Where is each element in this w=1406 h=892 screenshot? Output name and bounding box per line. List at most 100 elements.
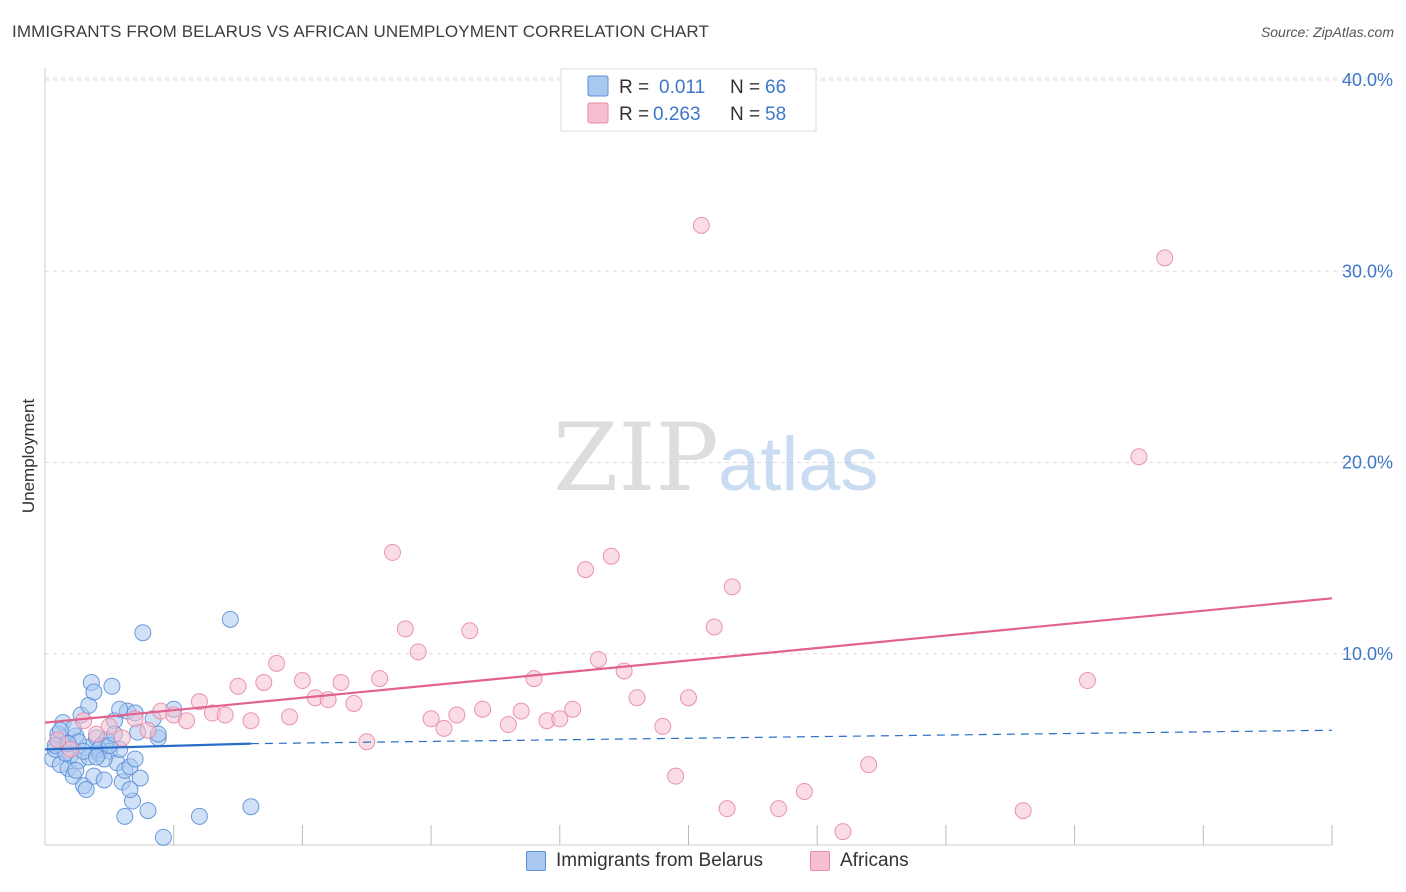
- source-label: Source: ZipAtlas.com: [1260, 24, 1394, 40]
- data-point-blue: [87, 748, 105, 766]
- data-point-blue: [95, 771, 113, 789]
- data-point-blue: [126, 750, 144, 768]
- data-point-pink: [795, 782, 813, 800]
- bottom-legend-item-africans: Africans: [810, 850, 909, 872]
- tick-layer: 10.0%20.0%30.0%40.0%0.0%50.0%: [173, 70, 1393, 845]
- legend-r-label-africans: R =: [619, 104, 649, 125]
- data-point-pink: [589, 650, 607, 668]
- data-point-pink: [345, 694, 363, 712]
- bottom-legend-label-belarus: Immigrants from Belarus: [556, 850, 763, 871]
- trend-line-blue: [44, 742, 251, 751]
- data-point-pink: [75, 712, 93, 730]
- data-point-pink: [461, 622, 479, 640]
- bottom-legend-item-belarus: Immigrants from Belarus: [526, 850, 763, 872]
- series-layer: [44, 216, 1174, 846]
- data-point-pink: [628, 689, 646, 707]
- data-point-pink: [654, 717, 672, 735]
- trend-line-pink: [44, 597, 1333, 724]
- legend-n-label-belarus: N =: [730, 77, 760, 98]
- data-point-pink: [1014, 802, 1032, 820]
- data-point-pink: [49, 731, 67, 749]
- data-point-pink: [692, 216, 710, 234]
- data-point-blue: [139, 802, 157, 820]
- data-point-pink: [371, 670, 389, 688]
- data-point-pink: [448, 706, 466, 724]
- data-point-pink: [512, 702, 530, 720]
- data-point-pink: [1130, 448, 1148, 466]
- legend-r-value-belarus: 0.011: [659, 77, 705, 98]
- data-point-pink: [474, 700, 492, 718]
- series-pink: [49, 216, 1174, 841]
- data-point-pink: [705, 618, 723, 636]
- data-point-pink: [190, 693, 208, 711]
- data-point-pink: [860, 756, 878, 774]
- data-point-blue: [154, 828, 172, 846]
- data-point-blue: [67, 761, 85, 779]
- y-axis-label: Unemployment: [19, 399, 38, 514]
- data-point-blue: [242, 798, 260, 816]
- data-point-pink: [178, 712, 196, 730]
- data-point-pink: [87, 725, 105, 743]
- y-tick-label: 10.0%: [1342, 644, 1393, 664]
- data-point-pink: [268, 654, 286, 672]
- data-point-pink: [723, 578, 741, 596]
- data-point-blue: [121, 781, 139, 799]
- data-point-pink: [834, 823, 852, 841]
- data-point-pink: [680, 689, 697, 707]
- legend-r-value-africans: 0.263: [653, 104, 701, 125]
- data-point-blue: [103, 677, 121, 695]
- data-point-pink: [1156, 249, 1174, 267]
- y-tick-label: 40.0%: [1342, 70, 1393, 90]
- legend-n-value-africans: 58: [765, 104, 786, 125]
- data-point-pink: [551, 710, 569, 728]
- legend-swatch-africans: [587, 102, 609, 124]
- legend-n-value-belarus: 66: [765, 77, 786, 98]
- data-point-pink: [1078, 672, 1096, 690]
- trend-layer: [44, 597, 1333, 751]
- data-point-pink: [564, 700, 582, 718]
- chart-title: IMMIGRANTS FROM BELARUS VS AFRICAN UNEMP…: [12, 22, 709, 41]
- data-point-pink: [229, 677, 247, 695]
- bottom-legend-swatch-belarus: [526, 851, 546, 871]
- data-point-pink: [293, 672, 311, 690]
- data-point-pink: [139, 721, 157, 739]
- data-point-blue: [116, 807, 134, 825]
- data-point-pink: [602, 547, 620, 565]
- data-point-blue: [221, 610, 239, 628]
- data-point-pink: [577, 561, 595, 579]
- data-point-pink: [435, 719, 453, 737]
- y-tick-label: 30.0%: [1342, 261, 1393, 281]
- data-point-pink: [216, 706, 234, 724]
- watermark-atlas: atlas: [718, 422, 879, 507]
- legend-r-label-belarus: R =: [619, 77, 649, 98]
- data-point-pink: [525, 670, 543, 688]
- data-point-blue: [190, 807, 208, 825]
- data-point-pink: [113, 729, 131, 747]
- data-point-pink: [281, 708, 299, 726]
- legend-box: R = 0.011 N = 66 R = 0.263 N = 58: [560, 68, 817, 132]
- data-point-blue: [85, 683, 103, 701]
- data-point-pink: [383, 543, 401, 561]
- data-point-blue: [134, 624, 152, 642]
- data-point-blue: [131, 769, 149, 787]
- data-point-pink: [667, 767, 685, 785]
- data-point-pink: [422, 710, 440, 728]
- bottom-legend-swatch-africans: [810, 851, 830, 871]
- bottom-legend-label-africans: Africans: [840, 850, 909, 871]
- legend-swatch-belarus: [587, 75, 609, 97]
- data-point-pink: [100, 717, 118, 735]
- trend-line-dashed-blue: [250, 729, 1333, 745]
- data-point-pink: [409, 643, 427, 661]
- data-point-pink: [499, 716, 517, 734]
- data-point-pink: [242, 712, 260, 730]
- legend-n-label-africans: N =: [730, 104, 760, 125]
- data-point-pink: [718, 800, 736, 818]
- watermark-zip: ZIP: [553, 404, 719, 513]
- data-point-pink: [396, 620, 414, 638]
- grid-layer: [45, 77, 1382, 655]
- data-point-pink: [332, 673, 350, 691]
- data-point-pink: [255, 673, 273, 691]
- data-point-blue: [77, 781, 95, 799]
- scatter-chart: ZIP atlas 10.0%20.0%30.0%40.0%0.0%50.0% …: [19, 68, 1393, 846]
- y-tick-label: 20.0%: [1342, 453, 1393, 473]
